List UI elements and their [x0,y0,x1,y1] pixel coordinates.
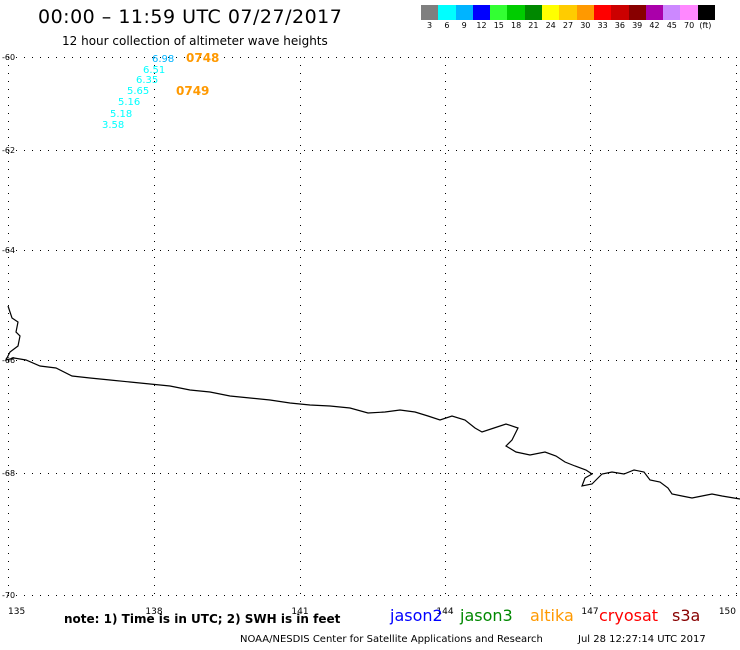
colorbar-label: 18 [511,21,522,30]
colorbar-swatch [421,5,439,20]
satellite-legend-jason2: jason2 [390,606,443,625]
wave-height-value: 5.16 [118,97,140,108]
antarctic-coastline [4,305,740,500]
colorbar-label: 45 [666,21,677,30]
latitude-tick-label: -70 [2,591,15,600]
longitude-tick-label: 147 [581,607,598,617]
credit-line: NOAA/NESDIS Center for Satellite Applica… [240,634,543,645]
latitude-tick-label: -64 [2,246,15,255]
colorbar-label: 30 [580,21,591,30]
colorbar-swatch [576,5,594,20]
graticule: 135 138 141 144 147 150 -60 -62 -64 -66 -68 -70 [2,53,737,617]
colorbar-label: 3 [427,21,433,30]
colorbar-label: 21 [528,21,539,30]
colorbar-label: 42 [649,21,660,30]
colorbar-swatch [507,5,525,20]
satellite-legend-jason3: jason3 [460,606,513,625]
colorbar-label: 12 [476,21,487,30]
colorbar-swatch [593,5,612,20]
wave-height-labels: 6.986.516.355.655.165.183.58 [102,54,174,131]
longitude-tick-label: 135 [8,607,25,617]
colorbar-swatch [542,5,560,20]
colorbar-label: 70 [684,21,695,30]
satellite-legend-cryosat: cryosat [599,606,659,625]
wave-height-value: 5.65 [127,86,149,97]
wave-height-value: 6.51 [143,65,165,76]
longitude-tick-label: 144 [436,607,453,617]
colorbar-label: (ft) [699,21,712,30]
latitude-tick-label: -66 [2,356,15,365]
colorbar-label: 39 [632,21,643,30]
colorbar-swatch [438,5,456,20]
colorbar-swatch [680,5,698,20]
colorbar-swatch [472,5,491,20]
colorbar-swatch [611,5,629,20]
pass-time-label: 0749 [176,84,209,98]
colorbar-label: 27 [562,21,574,30]
colorbar-label: 24 [545,21,556,30]
map-subtitle: 12 hour collection of altimeter wave hei… [62,34,328,48]
satellite-legend-altika: altika [530,606,574,625]
colorbar-swatch [663,5,681,20]
wave-height-value: 3.58 [102,120,124,131]
pass-time-labels: 0748 0749 [176,51,219,98]
map-title: 00:00 – 11:59 UTC 07/27/2017 [38,6,343,28]
colorbar-swatch [559,5,577,20]
colorbar-swatch [645,5,664,20]
colorbar-swatch [490,5,508,20]
colorbar-swatch [455,5,473,20]
wave-height-value: 6.35 [136,75,158,86]
colorbar-labels: 3 6 9 12 15 18 21 24 27 30 33 36 39 42 45 70 (ft) [421,21,740,33]
footer-note: note: 1) Time is in UTC; 2) SWH is in fe… [64,612,341,626]
wave-height-colorbar [421,5,716,20]
longitude-tick-label: 138 [145,607,162,617]
longitude-tick-label: 150 [719,607,736,617]
colorbar-label: 15 [493,21,504,30]
satellite-legend-s3a: s3a [672,606,701,625]
wave-height-value: 6.98 [152,54,174,65]
latitude-tick-label: -68 [2,469,15,478]
colorbar-label: 36 [614,21,625,30]
colorbar-label: 33 [597,21,608,30]
generated-timestamp: Jul 28 12:27:14 UTC 2017 [578,634,706,645]
wave-height-value: 5.18 [110,109,132,120]
colorbar-swatch [697,5,716,20]
colorbar-swatch [628,5,646,20]
latitude-tick-label: -62 [2,146,15,155]
pass-time-label: 0748 [186,51,219,65]
colorbar-label: 9 [461,21,467,30]
latitude-tick-label: -60 [2,53,15,62]
longitude-tick-label: 141 [291,607,308,617]
colorbar-swatch [524,5,543,20]
colorbar-label: 6 [444,21,450,30]
